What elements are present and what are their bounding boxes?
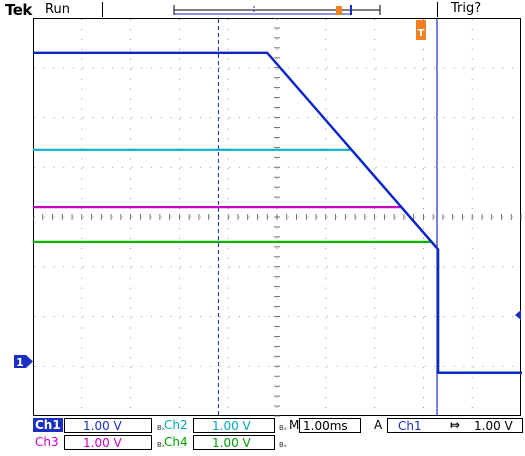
divider	[437, 2, 438, 17]
ch1-scale-box[interactable]: 1.00 V	[64, 418, 152, 433]
ch3-label[interactable]: Ch3	[35, 435, 59, 449]
ch4-scale: 1.00 V	[212, 436, 251, 450]
trigger-status: Trig?	[451, 1, 482, 16]
trigger-source: Ch1	[398, 419, 422, 433]
timebase-label: M	[289, 418, 300, 432]
trigger-level-icon	[515, 310, 521, 320]
divider	[102, 2, 103, 17]
svg-text:T: T	[418, 28, 425, 39]
bw-limit-icon: Bₓ	[157, 424, 165, 432]
bw-limit-icon: Bₓ	[157, 441, 165, 449]
ch1-scale: 1.00 V	[83, 419, 122, 433]
brand-logo: Tek	[5, 1, 32, 19]
status-bar: Tek Run Trig?	[0, 0, 525, 19]
acquisition-state: Run	[45, 2, 70, 17]
ch2-scale-box[interactable]: 1.00 V	[193, 418, 275, 433]
trigger-marker-icon: T	[416, 20, 426, 40]
bw-limit-icon: Bₓ	[279, 441, 287, 449]
waveform-display[interactable]: T	[33, 18, 522, 417]
channel1-ground-marker[interactable]: 1	[14, 354, 34, 370]
ch2-label[interactable]: Ch2	[164, 418, 188, 432]
trigger-level: 1.00 V	[474, 419, 513, 433]
ch1-waveform	[33, 51, 522, 374]
svg-text:1: 1	[16, 356, 24, 369]
ch1-label[interactable]: Ch1	[33, 418, 63, 432]
timebase-box[interactable]: 1.00ms	[299, 418, 361, 433]
ch2-scale: 1.00 V	[212, 419, 251, 433]
ch3-scale: 1.00 V	[83, 436, 122, 450]
ch4-label[interactable]: Ch4	[164, 435, 188, 449]
trigger-slope-icon: ⤇	[450, 418, 461, 432]
record-position-bar	[173, 5, 381, 15]
ch3-scale-box[interactable]: 1.00 V	[64, 435, 152, 450]
trigger-box[interactable]: Ch1 ⤇ 1.00 V	[387, 418, 523, 433]
ch4-scale-box[interactable]: 1.00 V	[193, 435, 275, 450]
trigger-position-icon	[336, 6, 342, 15]
bw-limit-icon: Bₓ	[279, 424, 287, 432]
timebase-value: 1.00ms	[303, 419, 348, 433]
waveforms	[33, 51, 522, 374]
graticule-grid	[33, 18, 522, 417]
trigger-mode: A	[374, 418, 383, 432]
